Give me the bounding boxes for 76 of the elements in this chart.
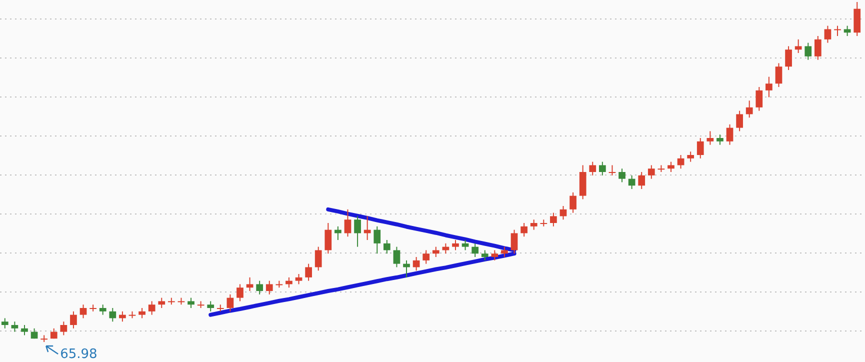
candlestick: [138, 308, 146, 319]
candlestick: [344, 208, 352, 238]
candlestick: [432, 246, 440, 258]
candlestick: [579, 164, 586, 200]
candlestick: [785, 46, 792, 70]
candlestick: [314, 246, 322, 272]
candlestick: [648, 164, 655, 180]
candlestick: [334, 226, 342, 240]
candlestick: [70, 310, 77, 329]
candlestick: [364, 216, 371, 240]
candlestick: [775, 62, 782, 88]
candlestick: [324, 222, 332, 254]
candlestick: [188, 297, 194, 308]
candlestick: [706, 130, 714, 146]
candlestick: [520, 222, 528, 238]
candlestick: [266, 280, 273, 295]
candlestick: [472, 242, 479, 258]
candlestick: [119, 310, 126, 322]
candlestick: [530, 219, 538, 230]
candlestick: [452, 240, 459, 251]
candlestick: [226, 294, 234, 312]
candlestick: [618, 168, 626, 183]
candlestick: [570, 192, 576, 214]
candlestick: [510, 229, 518, 254]
candlestick: [148, 300, 156, 316]
candlestick: [598, 161, 606, 176]
candlestick: [501, 246, 508, 258]
candlestick: [824, 25, 832, 44]
candlestick: [158, 297, 166, 308]
candlestick: [246, 276, 254, 292]
candlestick: [794, 38, 802, 54]
candlestick: [383, 240, 390, 254]
candlestick: [412, 256, 420, 272]
candlestick: [80, 304, 87, 319]
candlestick: [354, 216, 361, 248]
candlestick: [403, 260, 410, 278]
candlestick: [716, 134, 724, 146]
candlestick: [668, 161, 674, 172]
candlestick: [814, 36, 822, 60]
candlestick: [550, 212, 557, 227]
candlestick: [305, 263, 312, 282]
candlestick: [726, 124, 734, 146]
candlestick: [393, 246, 400, 268]
candlestick: [766, 76, 772, 98]
candlestick: [462, 240, 469, 251]
candlestick: [736, 110, 743, 132]
candlestick: [696, 138, 704, 159]
candlestick: [422, 250, 430, 264]
candlestick: [834, 25, 841, 36]
candlestick: [608, 164, 616, 176]
candlestick: [295, 274, 302, 285]
candlestick: [804, 42, 812, 60]
candlestick: [256, 280, 264, 295]
candlestick: [21, 324, 28, 336]
candlestick: [589, 161, 596, 176]
candlestick: [374, 226, 381, 254]
candlestick: [638, 172, 646, 190]
text: 65.98: [60, 347, 98, 362]
candlestick: [207, 300, 214, 312]
candlestick: [560, 206, 567, 220]
candlestick: [236, 284, 244, 302]
candlestick: [677, 154, 684, 170]
candlestick: [60, 321, 68, 336]
candlestick: [286, 276, 292, 288]
candlestick: [854, 2, 861, 36]
candlestick: [1, 318, 8, 329]
candlestick: [109, 308, 116, 322]
candlestick: [491, 250, 498, 261]
candlestick: [844, 25, 851, 36]
candlestick: [481, 250, 488, 261]
candlestick: [99, 304, 106, 316]
candlestick: [687, 151, 694, 162]
candlestick: [11, 321, 18, 332]
candlestick: [628, 174, 636, 190]
candlestick: [746, 100, 753, 118]
candlestick: [756, 86, 763, 112]
